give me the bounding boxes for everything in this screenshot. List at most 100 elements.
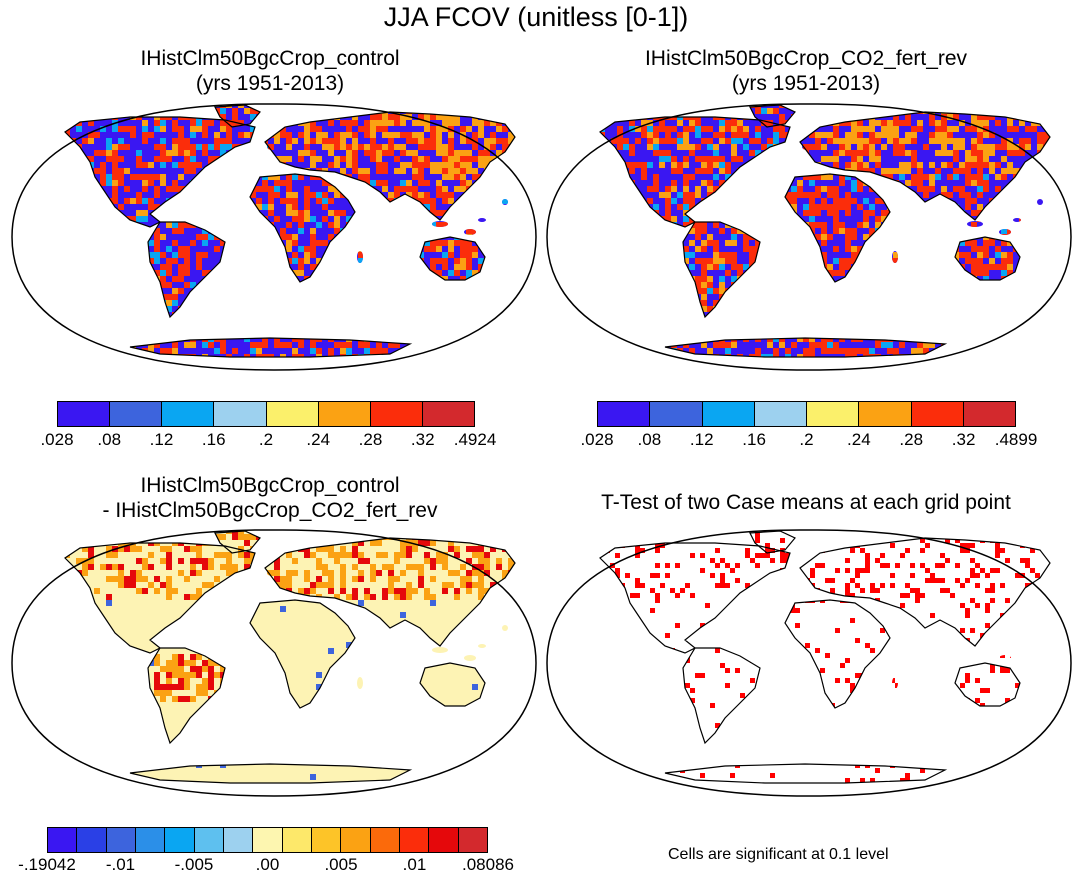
- grid-cell: [274, 252, 280, 258]
- grid-cell: [617, 114, 623, 120]
- grid-cell: [833, 192, 839, 198]
- grid-cell: [635, 294, 641, 300]
- grid-cell: [70, 300, 76, 306]
- grid-cell: [190, 156, 196, 162]
- grid-cell: [965, 288, 971, 294]
- grid-cell: [905, 204, 911, 210]
- grid-cell: [532, 180, 538, 186]
- grid-cell: [478, 198, 484, 204]
- grid-cell: [490, 546, 496, 552]
- grid-cell: [629, 246, 635, 252]
- grid-cell: [526, 570, 532, 576]
- grid-cell: [274, 264, 280, 270]
- grid-cell: [953, 234, 959, 240]
- grid-cell: [508, 138, 514, 144]
- grid-cell: [262, 240, 268, 246]
- grid-cell: [424, 354, 430, 357]
- grid-cell: [887, 138, 893, 144]
- grid-cell: [791, 270, 797, 276]
- grid-cell: [1019, 348, 1025, 354]
- grid-cell: [773, 132, 779, 138]
- grid-cell: [448, 360, 454, 366]
- grid-cell: [593, 192, 599, 198]
- grid-cell: [725, 348, 731, 354]
- grid-cell: [70, 222, 76, 228]
- grid-cell: [106, 174, 112, 180]
- grid-cell: [1001, 360, 1007, 366]
- grid-cell: [454, 552, 460, 558]
- grid-cell: [286, 114, 292, 120]
- grid-cell: [376, 126, 382, 132]
- grid-cell: [1061, 306, 1067, 312]
- grid-cell: [1007, 210, 1013, 216]
- grid-cell: [857, 156, 863, 162]
- grid-cell: [989, 216, 995, 222]
- grid-cell: [869, 138, 875, 144]
- grid-cell: [490, 120, 496, 126]
- grid-cell: [400, 540, 406, 546]
- grid-cell: [424, 222, 430, 228]
- grid-cell: [346, 288, 352, 294]
- grid-cell: [863, 126, 869, 132]
- grid-cell: [731, 198, 737, 204]
- grid-cell: [436, 222, 442, 228]
- grid-cell: [689, 210, 695, 216]
- coastline: [749, 104, 796, 128]
- grid-cell: [298, 114, 304, 120]
- grid-cell: [442, 330, 448, 336]
- grid-cell: [587, 354, 593, 360]
- grid-cell: [412, 120, 418, 126]
- grid-cell: [304, 192, 310, 198]
- grid-cell: [346, 312, 352, 318]
- grid-cell: [52, 282, 58, 288]
- grid-cell: [46, 198, 52, 204]
- grid-cell: [196, 312, 202, 318]
- grid-cell: [172, 162, 178, 168]
- grid-cell: [448, 294, 454, 300]
- grid-cell: [466, 546, 472, 552]
- grid-cell: [719, 252, 725, 258]
- grid-cell: [148, 258, 154, 264]
- grid-cell: [989, 132, 995, 138]
- grid-cell: [929, 318, 935, 324]
- grid-cell: [1049, 312, 1050, 318]
- grid-cell: [653, 294, 659, 300]
- grid-cell: [977, 282, 983, 288]
- grid-cell: [436, 552, 442, 558]
- grid-cell: [833, 138, 839, 144]
- grid-cell: [514, 144, 515, 150]
- grid-cell: [569, 318, 575, 324]
- grid-cell: [959, 288, 965, 294]
- grid-cell: [629, 312, 635, 318]
- grid-cell: [178, 126, 184, 132]
- grid-cell: [274, 240, 280, 246]
- grid-cell: [268, 174, 274, 180]
- grid-cell: [262, 228, 268, 234]
- grid-cell: [941, 105, 947, 108]
- grid-cell: [551, 108, 557, 114]
- grid-cell: [593, 120, 599, 126]
- grid-cell: [929, 138, 935, 144]
- grid-cell: [262, 276, 268, 282]
- grid-cell: [298, 264, 304, 270]
- grid-cell: [863, 270, 869, 276]
- grid-cell: [412, 240, 418, 246]
- grid-cell: [977, 105, 983, 108]
- grid-cell: [977, 204, 983, 210]
- grid-cell: [496, 300, 502, 306]
- grid-cell: [88, 105, 94, 108]
- grid-cell: [172, 228, 178, 234]
- grid-cell: [600, 186, 605, 192]
- grid-cell: [641, 234, 647, 240]
- grid-cell: [292, 240, 298, 246]
- grid-cell: [833, 156, 839, 162]
- grid-cell: [142, 324, 148, 330]
- grid-cell: [827, 174, 833, 180]
- grid-cell: [887, 120, 893, 126]
- grid-cell: [893, 348, 899, 354]
- grid-cell: [46, 126, 52, 132]
- grid-cell: [472, 366, 478, 372]
- grid-cell: [112, 276, 118, 282]
- grid-cell: [833, 348, 839, 354]
- grid-cell: [557, 222, 563, 228]
